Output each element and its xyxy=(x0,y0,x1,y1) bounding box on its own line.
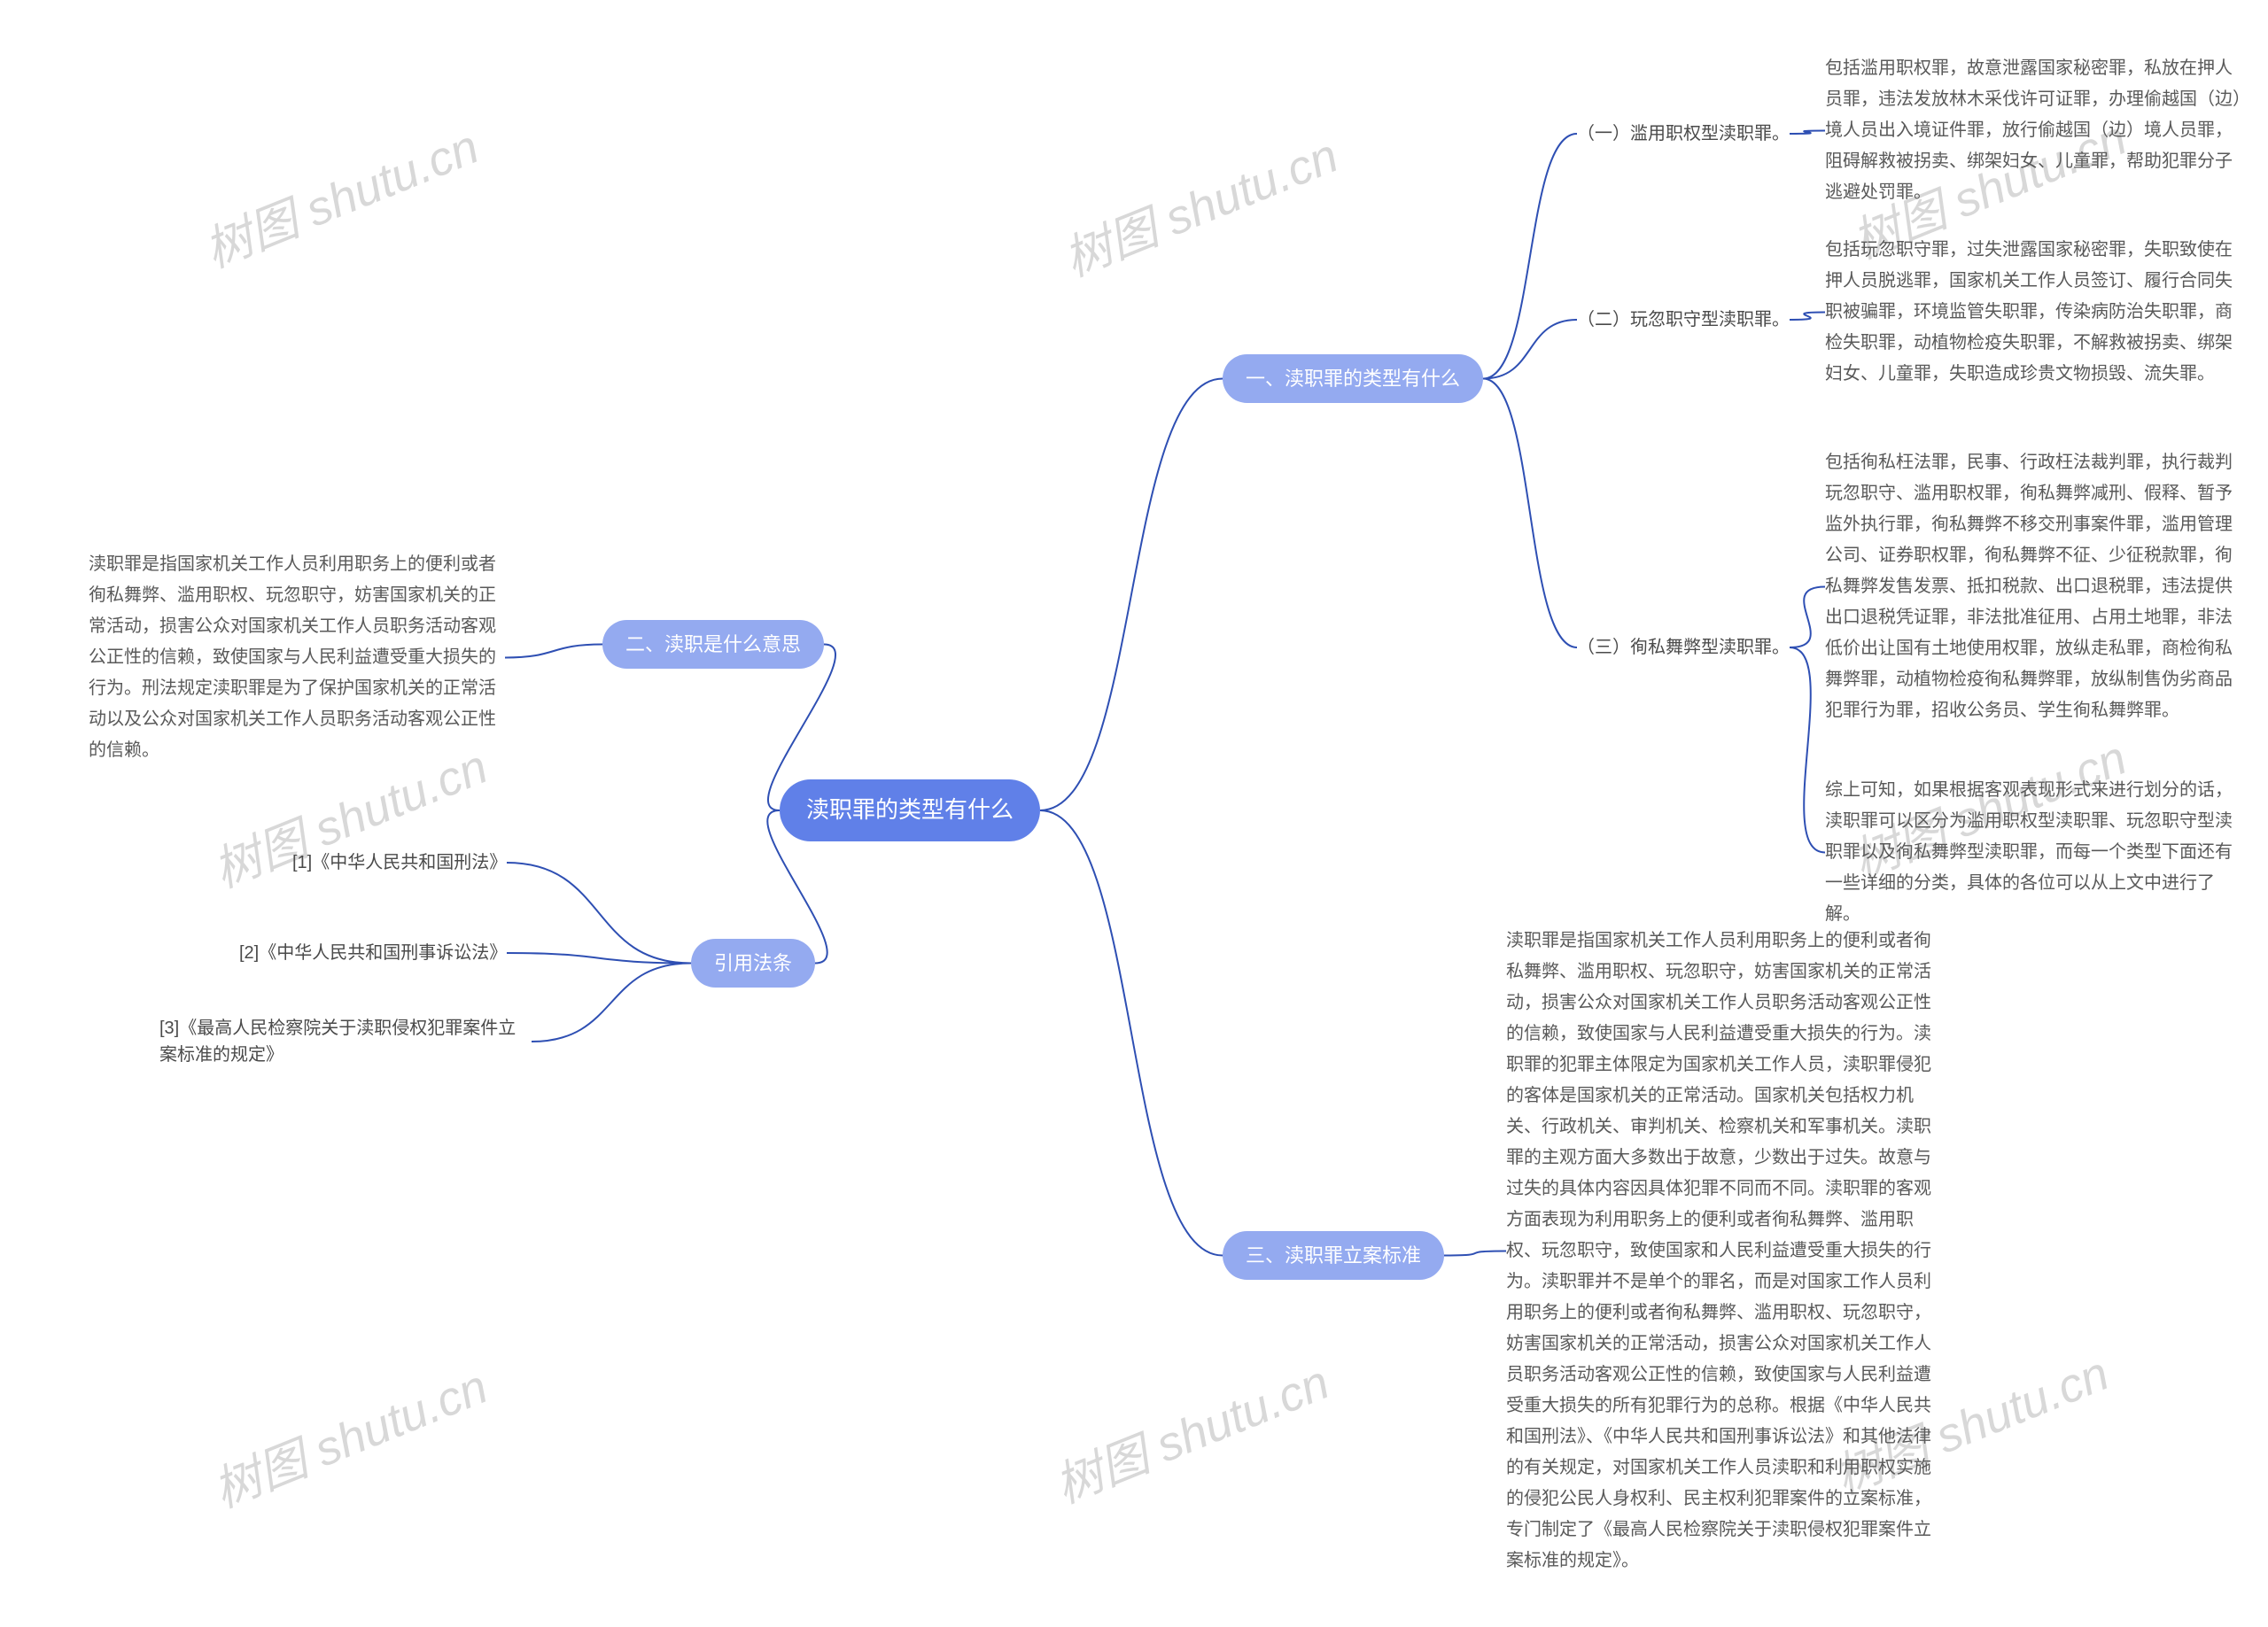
leaf-b3c2: [2]《中华人民共和国刑事诉讼法》 xyxy=(239,939,507,967)
leaf-b1c1: （一）滥用职权型渎职罪。 xyxy=(1577,120,1790,148)
branch-b1: 一、渎职罪的类型有什么 xyxy=(1223,354,1483,403)
para-b2: 渎职罪是指国家机关工作人员利用职务上的便利或者徇私舞弊、滥用职权、玩忽职守，妨害… xyxy=(89,549,505,766)
para-b1c2-0: 包括玩忽职守罪，过失泄露国家秘密罪，失职致使在押人员脱逃罪，国家机关工作人员签订… xyxy=(1825,235,2241,390)
branch-b3: 引用法条 xyxy=(691,939,815,988)
leaf-b1c3: （三）徇私舞弊型渎职罪。 xyxy=(1577,633,1790,662)
para-b1c1-0: 包括滥用职权罪，故意泄露国家秘密罪，私放在押人员罪，违法发放林木采伐许可证罪，办… xyxy=(1825,53,2241,208)
branch-b4: 三、渎职罪立案标准 xyxy=(1223,1231,1444,1280)
watermark: 树图 shutu.cn xyxy=(1043,1344,1338,1517)
watermark: 树图 shutu.cn xyxy=(192,108,487,282)
leaf-b1c2: （二）玩忽职守型渎职罪。 xyxy=(1577,306,1790,334)
para-b1c3-1: 综上可知，如果根据客观表现形式来进行划分的话，渎职罪可以区分为滥用职权型渎职罪、… xyxy=(1825,775,2241,930)
leaf-b3c3: [3]《最高人民检察院关于渎职侵权犯罪案件立案标准的规定》 xyxy=(159,1015,532,1068)
leaf-b3c1: [1]《中华人民共和国刑法》 xyxy=(292,848,507,877)
para-b1c3-0: 包括徇私枉法罪，民事、行政枉法裁判罪，执行裁判玩忽职守、滥用职权罪，徇私舞弊减刑… xyxy=(1825,447,2241,726)
watermark: 树图 shutu.cn xyxy=(1052,117,1347,291)
branch-b2: 二、渎职是什么意思 xyxy=(602,620,824,669)
watermark: 树图 shutu.cn xyxy=(201,1348,496,1522)
root-node: 渎职罪的类型有什么 xyxy=(780,779,1040,841)
para-b4: 渎职罪是指国家机关工作人员利用职务上的便利或者徇私舞弊、滥用职权、玩忽职守，妨害… xyxy=(1506,926,1936,1577)
